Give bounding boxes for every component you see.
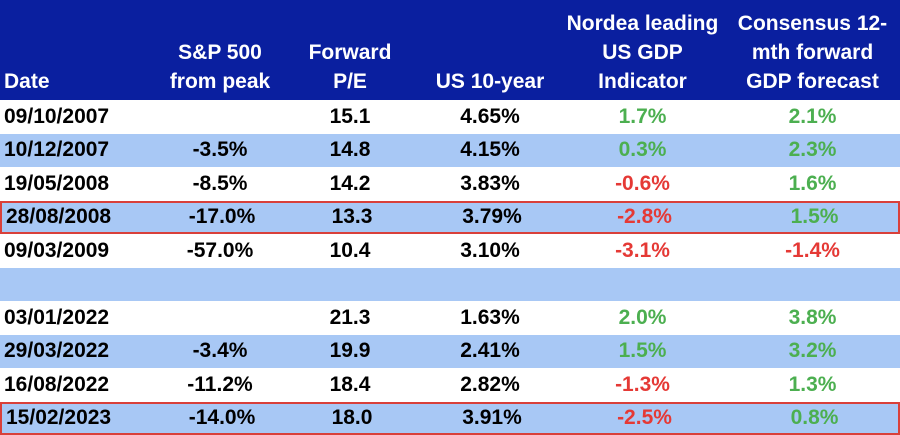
cell-pe: 19.9 [329, 339, 371, 363]
table-row [0, 267, 900, 302]
cell-us10: 2.41% [460, 339, 520, 363]
header-label-line: US 10-year [435, 70, 545, 93]
cell-date: 28/08/2008 [6, 205, 112, 229]
cell-sp500 [150, 301, 290, 335]
cell-us10: 2.82% [460, 372, 520, 396]
cell-date: 29/03/2022 [4, 339, 110, 363]
cell-pe: 18.0 [331, 406, 373, 430]
cell-consensus: 3.8% [788, 305, 837, 329]
cell-date: 15/02/2023 [6, 406, 112, 430]
cell-date [0, 268, 150, 302]
cell-us10: 3.10% [460, 238, 520, 262]
cell-date: 09/10/2007 [4, 104, 110, 128]
cell-sp500: -8.5% [192, 171, 248, 195]
table-row: 29/03/2022 -3.4% 19.9 2.41% 1.5% 3.2% [0, 334, 900, 368]
header-label-line: S&P 500 [178, 41, 262, 64]
cell-nordea: 2.0% [618, 305, 667, 329]
cell-pe: 15.1 [329, 104, 371, 128]
header-label-line: P/E [333, 70, 367, 93]
cell-consensus [725, 268, 900, 302]
table-row: 10/12/2007 -3.5% 14.8 4.15% 0.3% 2.3% [0, 133, 900, 167]
cell-nordea: -0.6% [615, 171, 670, 195]
cell-pe: 14.2 [329, 171, 371, 195]
cell-pe: 10.4 [329, 238, 371, 262]
cell-sp500: -11.2% [187, 372, 253, 396]
header-date: Date [0, 0, 150, 100]
header-label-line: Forward [308, 41, 392, 64]
header-sp500: S&P 500 from peak [150, 0, 290, 100]
cell-us10: 4.65% [460, 104, 520, 128]
cell-consensus: 1.6% [788, 171, 837, 195]
cell-date: 10/12/2007 [4, 138, 110, 162]
cell-sp500: -17.0% [188, 205, 256, 229]
cell-sp500 [150, 100, 290, 134]
header-label-line: GDP forecast [746, 70, 879, 93]
cell-nordea: -1.3% [615, 372, 670, 396]
cell-us10: 3.83% [460, 171, 520, 195]
cell-us10: 3.79% [462, 205, 522, 229]
cell-consensus: 1.5% [790, 205, 839, 229]
table-row: 28/08/2008 -17.0% 13.3 3.79% -2.8% 1.5% [0, 200, 900, 234]
cell-nordea [560, 268, 725, 302]
cell-consensus: 1.3% [788, 372, 837, 396]
cell-consensus: -1.4% [785, 238, 840, 262]
cell-us10: 3.91% [462, 406, 522, 430]
table-row: 19/05/2008 -8.5% 14.2 3.83% -0.6% 1.6% [0, 167, 900, 201]
header-label-line: Nordea leading [566, 12, 719, 35]
table-row: 15/02/2023 -14.0% 18.0 3.91% -2.5% 0.8% [0, 401, 900, 435]
header-label-line: Consensus 12- [737, 12, 888, 35]
cell-us10: 1.63% [460, 305, 520, 329]
cell-consensus: 2.1% [788, 104, 837, 128]
table-row: 09/10/2007 15.1 4.65% 1.7% 2.1% [0, 100, 900, 134]
cell-sp500: -3.5% [192, 138, 248, 162]
cell-sp500: -14.0% [188, 406, 256, 430]
table-header: Date S&P 500 from peak Forward P/E US 10-y… [0, 0, 900, 100]
cell-consensus: 3.2% [788, 339, 837, 363]
cell-consensus: 2.3% [788, 138, 837, 162]
cell-nordea: 1.7% [618, 104, 667, 128]
cell-nordea: 0.3% [618, 138, 667, 162]
table-row: 16/08/2022 -11.2% 18.4 2.82% -1.3% 1.3% [0, 368, 900, 402]
table-row: 09/03/2009 -57.0% 10.4 3.10% -3.1% -1.4% [0, 234, 900, 268]
header-us-10-year: US 10-year [410, 0, 570, 100]
cell-sp500: -3.4% [192, 339, 248, 363]
cell-pe: 13.3 [331, 205, 373, 229]
cell-date: 09/03/2009 [4, 238, 110, 262]
cell-us10: 4.15% [460, 138, 520, 162]
header-label-line: Indicator [598, 70, 687, 93]
cell-us10 [410, 268, 570, 302]
cell-sp500 [150, 268, 290, 302]
cell-nordea: -2.5% [617, 406, 672, 430]
header-label-line: Date [4, 70, 50, 93]
table-row: 03/01/2022 21.3 1.63% 2.0% 3.8% [0, 301, 900, 335]
header-forward-pe: Forward P/E [290, 0, 410, 100]
cell-sp500: -57.0% [186, 238, 254, 262]
header-label-line: mth forward [751, 41, 874, 64]
cell-pe: 14.8 [329, 138, 371, 162]
cell-nordea: -3.1% [615, 238, 670, 262]
cell-date: 19/05/2008 [4, 171, 110, 195]
cell-date: 16/08/2022 [4, 372, 110, 396]
cell-nordea: -2.8% [617, 205, 672, 229]
cell-pe: 21.3 [329, 305, 371, 329]
header-consensus-forecast: Consensus 12- mth forward GDP forecast [725, 0, 900, 100]
cell-nordea: 1.5% [618, 339, 667, 363]
cell-pe [290, 268, 410, 302]
header-label-line: from peak [169, 70, 271, 93]
header-nordea-indicator: Nordea leading US GDP Indicator [560, 0, 725, 100]
cell-consensus: 0.8% [790, 406, 839, 430]
cell-date: 03/01/2022 [4, 305, 110, 329]
cell-pe: 18.4 [329, 372, 371, 396]
header-label-line: US GDP [602, 41, 683, 64]
